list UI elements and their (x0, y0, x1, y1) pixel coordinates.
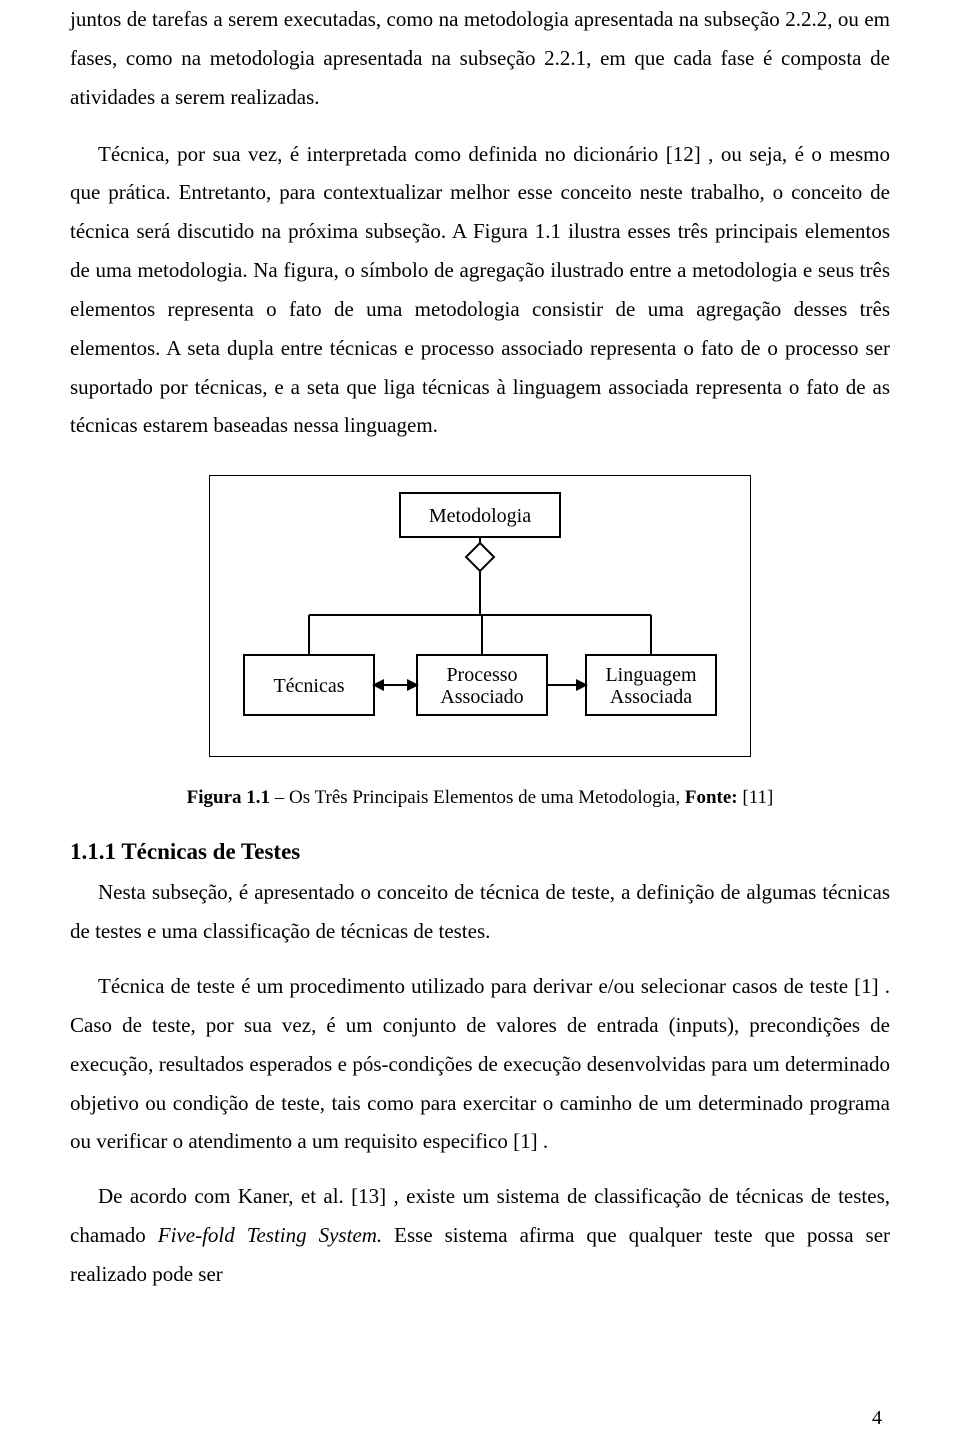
methodology-diagram: Metodologia Técnicas ProcessoAssociado Ling… (209, 475, 751, 757)
paragraph-5: De acordo com Kaner, et al. [13] , exist… (70, 1177, 890, 1294)
svg-text:Técnicas: Técnicas (273, 675, 344, 697)
svg-text:Linguagem: Linguagem (605, 664, 697, 686)
page-number: 4 (872, 1407, 882, 1430)
paragraph-3: Nesta subseção, é apresentado o conceito… (70, 873, 890, 951)
svg-text:Processo: Processo (446, 664, 517, 686)
svg-text:Associado: Associado (440, 686, 523, 708)
caption-bold-prefix: Figura 1.1 (187, 787, 270, 808)
paragraph-5-italic: Five-fold Testing System. (158, 1223, 382, 1247)
paragraph-4: Técnica de teste é um procedimento utili… (70, 967, 890, 1161)
svg-text:Metodologia: Metodologia (429, 505, 531, 527)
caption-bold-source: Fonte: (685, 787, 738, 808)
document-page: juntos de tarefas a serem executadas, co… (0, 0, 960, 1448)
paragraph-1: juntos de tarefas a serem executadas, co… (70, 0, 890, 117)
figure-caption: Figura 1.1 – Os Três Principais Elemento… (70, 787, 890, 809)
section-heading-1-1-1: 1.1.1 Técnicas de Testes (70, 839, 890, 865)
figure-1-1: Metodologia Técnicas ProcessoAssociado Ling… (70, 475, 890, 757)
caption-suffix: [11] (738, 787, 774, 808)
svg-text:Associada: Associada (610, 686, 692, 708)
caption-text: – Os Três Principais Elementos de uma Me… (270, 787, 685, 808)
paragraph-2: Técnica, por sua vez, é interpretada com… (70, 135, 890, 446)
